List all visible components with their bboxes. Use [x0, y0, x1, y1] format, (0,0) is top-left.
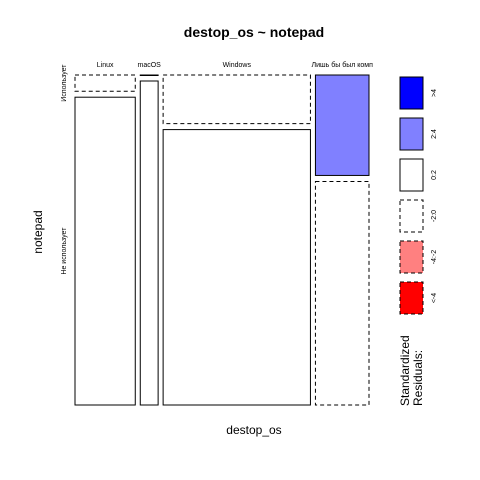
legend-swatch: [399, 199, 424, 233]
mosaic-tile: [162, 129, 311, 406]
legend-label: >4: [431, 89, 438, 97]
y-category-label: Не использует: [61, 227, 68, 275]
mosaic-tile: [162, 74, 311, 125]
mosaic-tile: [314, 180, 370, 406]
mosaic-tiles: [74, 74, 370, 406]
y-axis-label: notepad: [31, 210, 45, 253]
mosaic-tile: [314, 74, 370, 176]
x-category-label: Linux: [97, 62, 114, 69]
mosaic-tile: [74, 74, 136, 92]
mosaic-tile: [74, 96, 136, 406]
legend-label: 0:2: [431, 170, 438, 180]
mosaic-tile: [139, 74, 159, 76]
legend: >4 2:4 0:2 -2:0 -4:-2 <-4 Standardized Residual…: [398, 76, 438, 406]
legend-swatch: [399, 76, 424, 110]
x-axis-label: destop_os: [226, 423, 281, 437]
legend-title: Residuals:: [411, 350, 425, 406]
legend-label: 2:4: [431, 129, 438, 139]
x-category-label: Лишь бы был комп: [312, 61, 374, 69]
y-category-label: Использует: [61, 64, 68, 102]
chart-title: destop_os ~ notepad: [184, 24, 324, 40]
mosaic-tile: [139, 80, 159, 406]
legend-title: Standardized: [398, 335, 412, 406]
legend-swatch: [399, 117, 424, 151]
x-category-labels: Linux macOS Windows Лишь бы был комп: [97, 61, 373, 69]
legend-label: -4:-2: [431, 250, 438, 265]
legend-swatch: [399, 158, 424, 192]
legend-label: -2:0: [431, 210, 438, 222]
y-category-labels: Использует Не использует: [61, 64, 68, 275]
legend-swatch: [399, 281, 424, 315]
legend-swatch: [399, 240, 424, 274]
legend-label: <-4: [431, 293, 438, 303]
x-category-label: macOS: [138, 62, 162, 69]
x-category-label: Windows: [223, 62, 252, 69]
